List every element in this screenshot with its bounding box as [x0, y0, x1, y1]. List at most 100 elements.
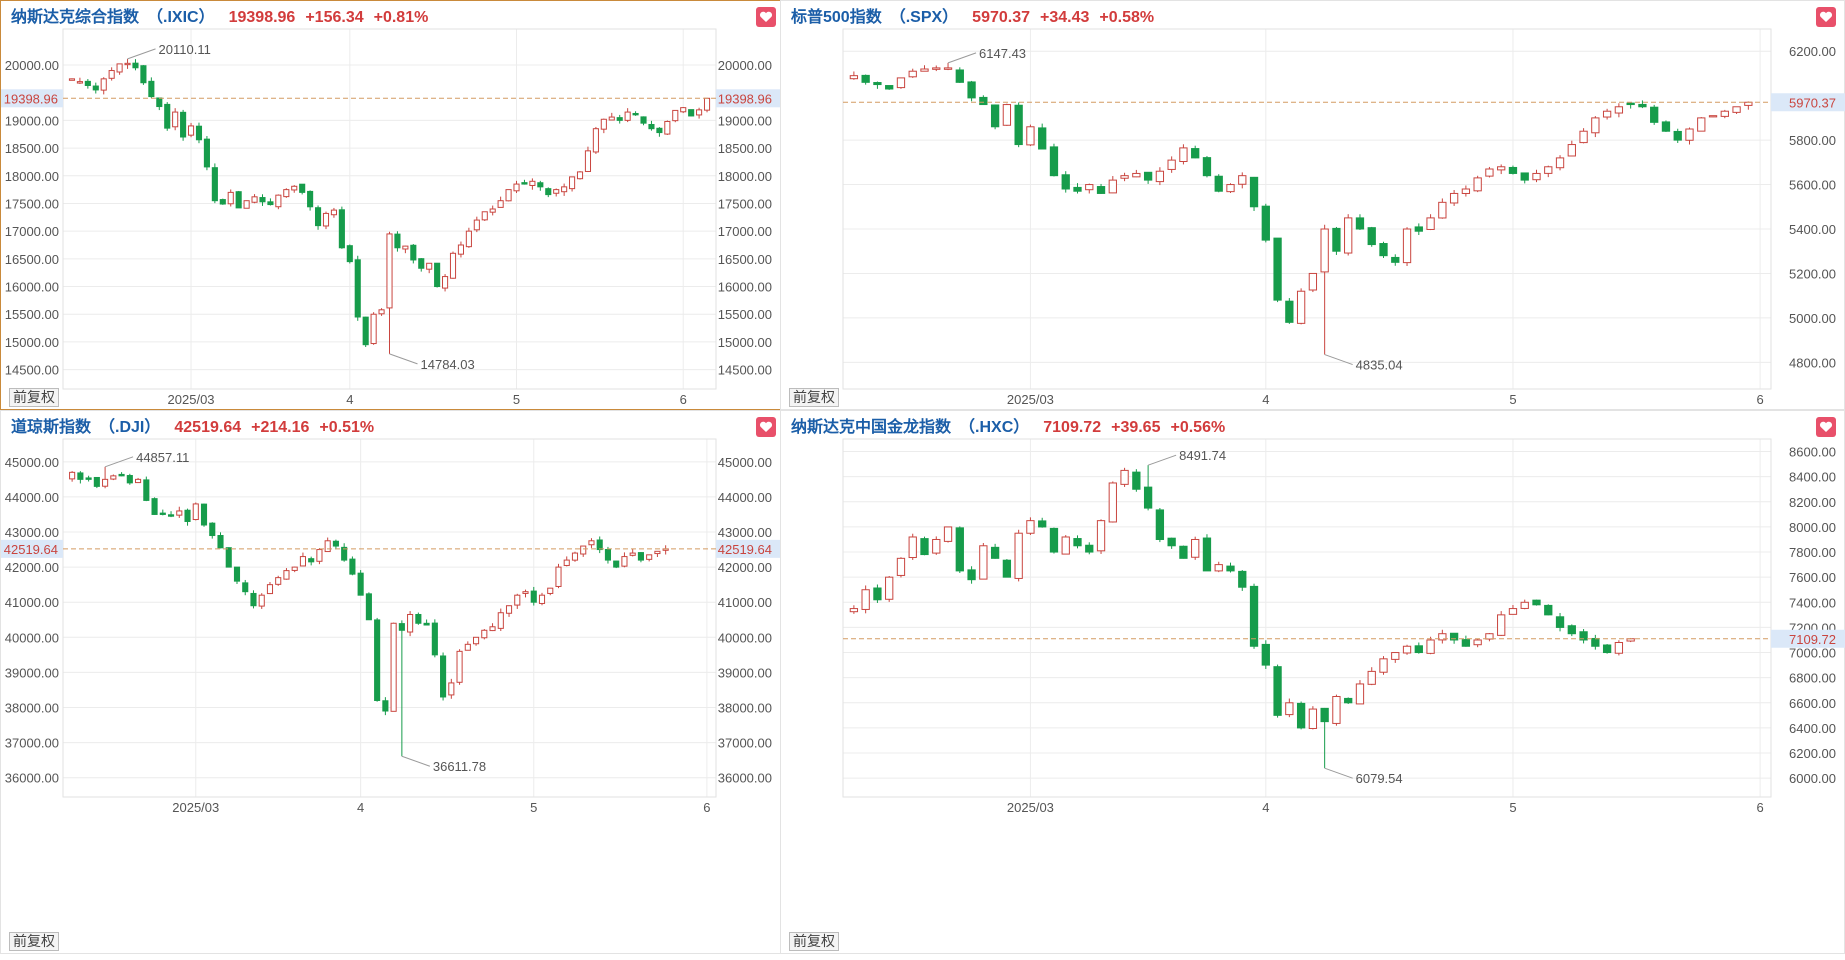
candle-body — [497, 200, 504, 208]
candle-body — [696, 109, 703, 116]
index-name[interactable]: 纳斯达克综合指数 — [11, 9, 140, 26]
x-tick-label: 5 — [1509, 800, 1516, 815]
candle-body — [555, 566, 562, 587]
index-name[interactable]: 道琼斯指数 — [11, 419, 92, 436]
y-tick-label-right: 8600.00 — [1789, 445, 1836, 460]
low-value-label: 14784.03 — [421, 357, 475, 372]
chart-panel-spx[interactable]: 标普500指数 （.SPX） 5970.37 +34.43 +0.58% 4800.00… — [780, 0, 1845, 410]
candle-body — [93, 476, 100, 487]
candle-body — [431, 622, 438, 656]
favorite-heart-icon[interactable] — [1816, 417, 1836, 437]
adjust-price-button[interactable]: 前复权 — [9, 932, 59, 951]
candle-body — [250, 592, 257, 607]
candle-body — [1708, 115, 1718, 118]
adjust-price-button[interactable]: 前复权 — [789, 388, 839, 407]
candle-body — [672, 109, 679, 122]
x-tick-label: 4 — [1262, 392, 1269, 407]
candle-body — [990, 104, 1000, 128]
adjust-price-button[interactable]: 前复权 — [789, 932, 839, 951]
candle-body — [164, 103, 171, 129]
candle-body — [1614, 106, 1624, 114]
candle-body — [307, 190, 314, 208]
y-tick-label-left: 19000.00 — [5, 113, 59, 128]
candle-body — [275, 194, 282, 208]
candle-body — [588, 540, 595, 546]
candle-body — [547, 587, 554, 594]
candle-body — [172, 111, 179, 128]
high-label-leader — [1147, 454, 1177, 466]
candle-body — [1426, 639, 1435, 654]
candle-body — [1485, 633, 1494, 640]
candle-body — [529, 180, 536, 186]
candle-body — [1108, 179, 1117, 194]
candle-body — [569, 176, 576, 190]
candle-body — [604, 548, 612, 561]
candle-body — [1544, 604, 1553, 616]
candle-body — [291, 566, 298, 571]
candle-body — [110, 475, 117, 480]
low-value-label: 6079.54 — [1356, 771, 1403, 786]
candle-body — [1226, 184, 1235, 193]
favorite-heart-icon[interactable] — [1816, 7, 1836, 27]
x-tick-label: 5 — [530, 800, 537, 815]
candle-body — [1273, 666, 1282, 716]
y-tick-label-right: 38000.00 — [718, 701, 772, 716]
candle-body — [243, 200, 250, 209]
panel-header: 纳斯达克中国金龙指数 （.HXC） 7109.72 +39.65 +0.56% — [791, 417, 1225, 439]
chart-panel-ixic[interactable]: 纳斯达克综合指数 （.IXIC） 19398.96 +156.34 +0.81% 145… — [0, 0, 782, 410]
candle-body — [426, 262, 433, 270]
index-name[interactable]: 标普500指数 — [791, 9, 882, 26]
candle-body — [291, 185, 298, 191]
candle-body — [943, 526, 953, 542]
candle-body — [521, 182, 528, 185]
grid — [842, 28, 1772, 390]
y-tick-label-right: 17500.00 — [718, 196, 772, 211]
candle-body — [553, 189, 560, 194]
y-tick-label-left: 38000.00 — [5, 701, 59, 716]
candle-body — [200, 503, 208, 526]
index-symbol: （.HXC） — [959, 419, 1030, 436]
current-price-label-left: 42519.64 — [4, 542, 58, 557]
y-tick-label-right: 15500.00 — [718, 307, 772, 322]
favorite-heart-icon[interactable] — [756, 7, 776, 27]
low-value-label: 4835.04 — [1356, 358, 1403, 373]
candle-body — [1414, 226, 1423, 232]
candle-body — [203, 138, 210, 168]
candlestick-chart: 36000.00 36000.00 37000.00 37000.00 38000.00… — [1, 438, 782, 815]
candle-body — [299, 556, 306, 567]
y-tick-label-right: 8000.00 — [1789, 520, 1836, 535]
y-tick-label-right: 36000.00 — [718, 771, 772, 786]
candle-body — [1449, 632, 1459, 641]
candle-body — [398, 623, 405, 631]
price-change-pct: +0.51% — [319, 419, 375, 436]
x-tick-label: 6 — [703, 800, 710, 815]
candle-body — [849, 608, 859, 613]
current-price-label-right: 42519.64 — [718, 542, 772, 557]
candle-body — [108, 70, 115, 79]
candle-body — [407, 613, 414, 633]
candle-body — [514, 594, 521, 606]
candle-body — [176, 510, 183, 516]
plot-frame — [842, 438, 1772, 798]
candle-body — [703, 97, 711, 111]
candle-body — [896, 77, 906, 89]
y-tick-label-left: 39000.00 — [5, 665, 59, 680]
chart-panel-dji[interactable]: 道琼斯指数 （.DJI） 42519.64 +214.16 +0.51% 36000.0… — [0, 410, 782, 954]
low-label-leader — [389, 353, 418, 365]
candle-body — [1414, 645, 1423, 654]
candle-body — [1650, 106, 1659, 123]
y-tick-label-right: 16500.00 — [718, 252, 772, 267]
y-tick-label-right: 42000.00 — [718, 560, 772, 575]
favorite-heart-icon[interactable] — [756, 417, 776, 437]
index-name[interactable]: 纳斯达克中国金龙指数 — [791, 419, 952, 436]
candle-body — [1344, 697, 1353, 704]
chart-panel-hxc[interactable]: 纳斯达克中国金龙指数 （.HXC） 7109.72 +39.65 +0.56% 6000… — [780, 410, 1845, 954]
candle-body — [341, 546, 348, 561]
candle-body — [563, 559, 570, 566]
candle-body — [908, 70, 917, 78]
candle-body — [275, 577, 282, 585]
candlestick-chart: 4800.00 5000.00 5200.00 5400.00 5600.00 5800.… — [842, 28, 1845, 407]
candle-body — [1296, 702, 1306, 729]
candle-body — [1391, 652, 1400, 660]
adjust-price-button[interactable]: 前复权 — [9, 388, 59, 407]
